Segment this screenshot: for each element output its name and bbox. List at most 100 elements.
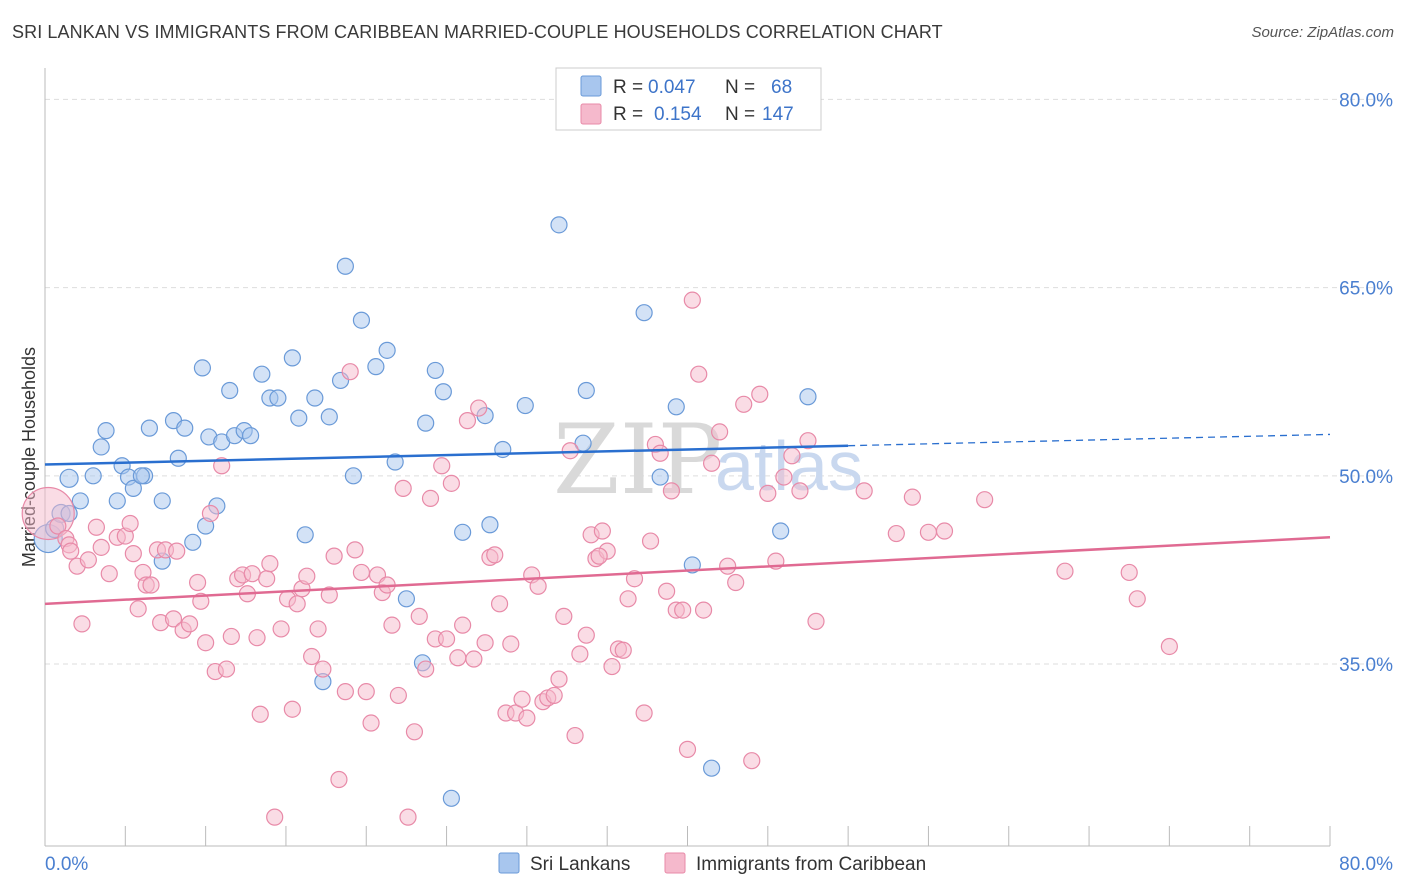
data-point <box>614 641 632 659</box>
series-legend-swatch-blue <box>498 852 520 874</box>
data-point <box>465 650 483 668</box>
data-point <box>346 541 364 559</box>
data-point <box>176 419 194 437</box>
data-point <box>314 660 332 678</box>
legend-swatch-blue <box>580 75 602 97</box>
data-point <box>298 567 316 585</box>
data-point <box>296 526 314 544</box>
data-point <box>92 538 110 556</box>
data-point <box>437 630 456 648</box>
data-point <box>62 542 80 560</box>
data-point <box>759 484 777 502</box>
data-point <box>405 723 424 741</box>
data-point <box>124 545 142 563</box>
data-point <box>807 612 825 630</box>
data-point <box>129 600 147 618</box>
data-point <box>442 789 460 807</box>
watermark-zip: ZIP <box>553 404 722 516</box>
data-point <box>727 573 745 592</box>
legend-n-value-1: 68 <box>771 77 792 98</box>
data-point <box>142 576 160 594</box>
data-point <box>1128 590 1146 608</box>
data-point <box>529 577 547 595</box>
data-point <box>571 645 589 663</box>
data-point <box>694 601 713 619</box>
data-point <box>454 616 472 634</box>
data-point <box>935 522 954 540</box>
data-point <box>97 422 115 440</box>
data-point <box>213 457 231 475</box>
data-point <box>711 423 729 441</box>
data-point <box>641 532 660 550</box>
series-sri-lankans-points <box>33 216 817 807</box>
data-point <box>887 524 905 543</box>
data-point <box>481 516 499 534</box>
chart-source: Source: ZipAtlas.com <box>1251 24 1394 41</box>
data-point <box>651 468 669 486</box>
data-point <box>410 607 428 625</box>
data-point <box>658 582 676 600</box>
data-point <box>192 592 210 610</box>
data-point <box>555 607 573 625</box>
data-point <box>433 457 451 475</box>
data-point <box>719 557 737 575</box>
data-point <box>397 590 416 608</box>
data-point <box>306 389 324 407</box>
data-point <box>320 408 338 426</box>
trend-line-sri-lankans <box>44 444 849 466</box>
series-legend-swatch-pink <box>664 852 686 874</box>
data-point <box>180 615 199 633</box>
data-point <box>221 381 239 400</box>
data-point <box>269 389 287 407</box>
y-tick-label: 50.0% <box>1339 467 1393 488</box>
data-point <box>690 365 708 383</box>
data-point <box>1160 637 1178 656</box>
data-point <box>417 660 435 678</box>
data-point <box>513 690 531 708</box>
data-point <box>855 482 873 500</box>
legend-r-value-2: 0.154 <box>654 104 702 125</box>
data-point <box>378 341 396 359</box>
data-point <box>251 705 269 723</box>
data-point <box>383 616 401 634</box>
data-point <box>702 454 721 472</box>
data-point <box>635 704 653 722</box>
y-tick-label: 65.0% <box>1339 279 1393 300</box>
data-point <box>791 482 809 500</box>
data-point <box>290 409 308 427</box>
data-point <box>516 396 534 415</box>
data-point <box>184 533 202 551</box>
data-point <box>903 488 921 506</box>
data-point <box>352 563 371 582</box>
data-point <box>389 686 407 705</box>
data-point <box>169 449 187 467</box>
data-point <box>336 683 354 701</box>
data-point <box>772 522 790 540</box>
data-point <box>561 442 579 460</box>
data-point <box>193 359 212 377</box>
data-point <box>248 629 266 647</box>
data-point <box>357 683 375 701</box>
data-point <box>140 419 159 437</box>
data-point <box>197 634 215 652</box>
data-point <box>266 808 284 826</box>
data-point <box>71 492 89 510</box>
data-point <box>164 610 183 628</box>
data-point <box>577 381 595 400</box>
data-point <box>577 626 595 644</box>
data-point <box>799 432 817 450</box>
legend-r-label-2: R = <box>613 104 643 125</box>
data-point <box>330 770 348 789</box>
data-point <box>92 438 110 456</box>
trend-line-caribbean <box>44 536 1331 606</box>
data-point <box>100 565 118 583</box>
data-point <box>352 311 371 329</box>
data-point <box>258 570 276 588</box>
data-point <box>442 474 460 492</box>
data-point <box>222 627 240 646</box>
chart-title: SRI LANKAN VS IMMIGRANTS FROM CARIBBEAN … <box>12 22 943 42</box>
data-point <box>1120 563 1138 582</box>
data-point <box>566 726 584 745</box>
data-point <box>667 398 685 416</box>
